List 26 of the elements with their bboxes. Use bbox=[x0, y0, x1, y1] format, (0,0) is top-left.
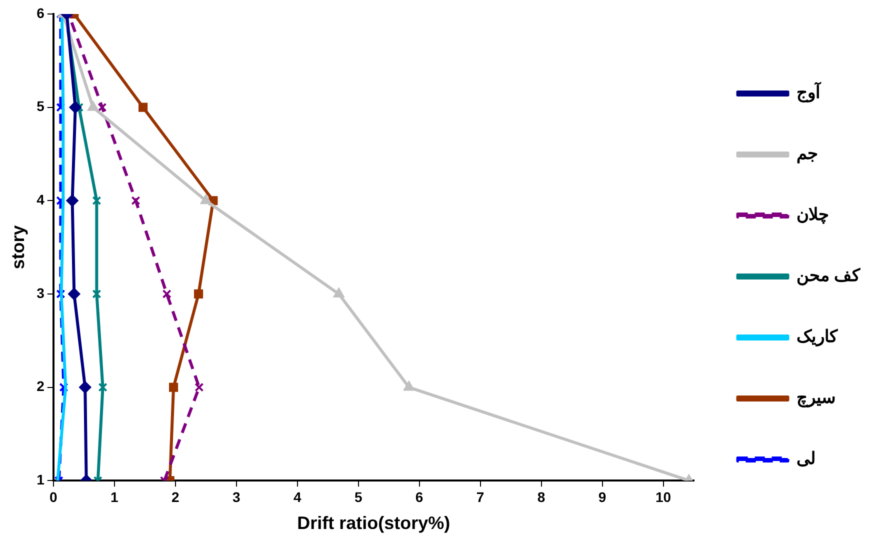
x-tick-label: 4 bbox=[293, 488, 302, 505]
legend-label: چلان bbox=[796, 205, 830, 226]
y-tick-label: 5 bbox=[36, 98, 45, 114]
y-axis-title: story bbox=[8, 225, 28, 270]
x-tick-label: 10 bbox=[655, 488, 672, 505]
x-tick-label: 8 bbox=[537, 488, 546, 505]
y-tick-label: 3 bbox=[36, 284, 45, 301]
y-tick-label: 1 bbox=[36, 471, 45, 488]
x-axis-title: Drift ratio(story%) bbox=[297, 513, 450, 534]
x-tick-label: 0 bbox=[49, 488, 58, 505]
x-tick-label: 6 bbox=[415, 488, 424, 505]
y-tick-label: 4 bbox=[36, 192, 45, 208]
y-tick-label: 2 bbox=[36, 378, 45, 394]
x-tick-label: 9 bbox=[598, 488, 606, 505]
y-tick-label: 6 bbox=[36, 4, 45, 21]
legend-label: سیرچ bbox=[796, 388, 836, 408]
legend-label: کاریک bbox=[796, 327, 838, 348]
legend-label: جم bbox=[796, 144, 818, 164]
x-tick-label: 5 bbox=[354, 488, 362, 505]
legend-label: لی bbox=[796, 449, 816, 468]
x-tick-label: 2 bbox=[171, 488, 180, 505]
legend-label: آوج bbox=[796, 81, 822, 104]
legend-label: کف محن bbox=[796, 266, 861, 286]
x-tick-label: 7 bbox=[476, 488, 484, 505]
x-tick-label: 1 bbox=[110, 488, 118, 505]
x-tick-label: 3 bbox=[232, 488, 240, 505]
